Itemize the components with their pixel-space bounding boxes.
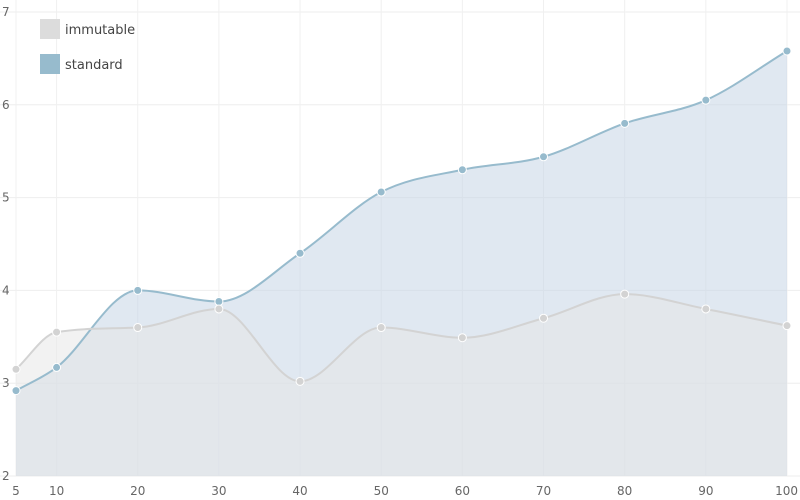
legend-swatch-immutable <box>40 19 60 39</box>
series-points <box>11 46 792 396</box>
point-immutable-80 <box>620 289 630 299</box>
legend-swatch-standard <box>40 54 60 74</box>
x-tick-label-100: 100 <box>775 484 798 498</box>
point-standard-10 <box>52 362 62 372</box>
point-immutable-60 <box>457 333 467 343</box>
point-immutable-10 <box>52 327 62 337</box>
point-immutable-70 <box>539 313 549 323</box>
point-immutable-5 <box>11 364 21 374</box>
x-tick-label-60: 60 <box>455 484 470 498</box>
x-tick-label-40: 40 <box>292 484 307 498</box>
x-tick-label-80: 80 <box>617 484 632 498</box>
point-standard-30 <box>214 297 224 307</box>
point-standard-5 <box>11 386 21 396</box>
y-tick-label-3: 3 <box>2 376 10 390</box>
point-standard-60 <box>457 165 467 175</box>
y-tick-label-4: 4 <box>2 283 10 297</box>
point-immutable-40 <box>295 376 305 386</box>
x-tick-label-70: 70 <box>536 484 551 498</box>
point-immutable-50 <box>376 323 386 333</box>
point-standard-50 <box>376 187 386 197</box>
point-standard-70 <box>539 152 549 162</box>
area-immutable <box>16 294 787 476</box>
x-tick-label-90: 90 <box>698 484 713 498</box>
point-standard-20 <box>133 285 143 295</box>
y-tick-label-2: 2 <box>2 469 10 483</box>
point-standard-90 <box>701 95 711 105</box>
x-tick-label-50: 50 <box>374 484 389 498</box>
point-immutable-30 <box>214 304 224 314</box>
x-tick-label-10: 10 <box>49 484 64 498</box>
x-tick-label-5: 5 <box>12 484 20 498</box>
point-immutable-90 <box>701 304 711 314</box>
axis-labels: 2 3 4 5 6 7 5 10 20 30 40 50 60 70 80 90 100 <box>2 5 798 498</box>
point-immutable-100 <box>782 321 792 331</box>
y-tick-label-6: 6 <box>2 98 10 112</box>
x-tick-label-30: 30 <box>211 484 226 498</box>
point-standard-80 <box>620 118 630 128</box>
legend: immutable standard <box>40 19 135 74</box>
x-tick-label-20: 20 <box>130 484 145 498</box>
legend-label-standard: standard <box>65 58 123 73</box>
legend-label-immutable: immutable <box>65 23 135 38</box>
y-tick-label-7: 7 <box>2 5 10 19</box>
point-standard-40 <box>295 248 305 258</box>
point-immutable-20 <box>133 323 143 333</box>
series-areas <box>16 50 787 476</box>
point-standard-100 <box>782 46 792 56</box>
y-tick-label-5: 5 <box>2 191 10 205</box>
